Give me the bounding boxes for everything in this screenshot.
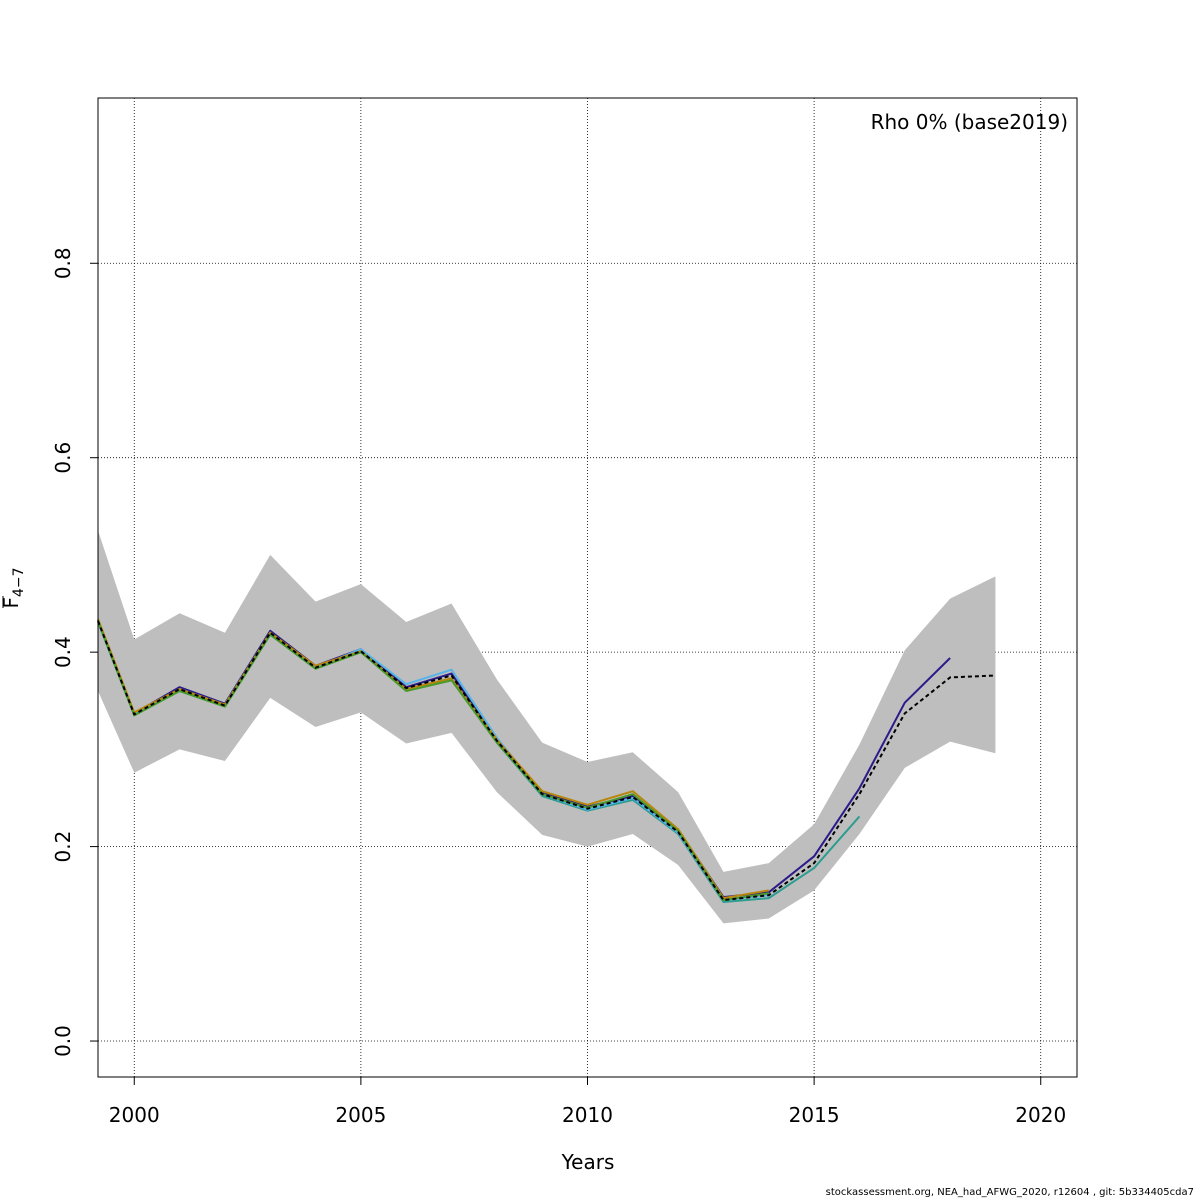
y-tick-label: 0.2 bbox=[51, 831, 75, 863]
x-tick-label: 2010 bbox=[562, 1103, 613, 1127]
y-axis-title-main: F bbox=[0, 597, 23, 609]
confidence-band-area bbox=[98, 530, 996, 924]
x-tick-label: 2000 bbox=[109, 1103, 160, 1127]
x-tick-label: 2005 bbox=[335, 1103, 386, 1127]
y-axis-title-sub: 4−7 bbox=[11, 567, 27, 597]
y-axis-title: F4−7 bbox=[0, 567, 27, 608]
y-tick-label: 0.0 bbox=[51, 1025, 75, 1057]
x-tick-label: 2020 bbox=[1015, 1103, 1066, 1127]
series-lines bbox=[97, 618, 996, 904]
footer-credit: stockassessment.org, NEA_had_AFWG_2020, … bbox=[825, 1187, 1194, 1198]
y-axis: 0.0 0.2 0.4 0.6 0.8 bbox=[51, 247, 98, 1057]
svg-text:F4−7: F4−7 bbox=[0, 567, 27, 608]
y-tick-label: 0.4 bbox=[51, 636, 75, 668]
grid-lines bbox=[98, 98, 1077, 1077]
series-line-6 bbox=[97, 620, 996, 902]
y-tick-label: 0.8 bbox=[51, 247, 75, 279]
series-line-5 bbox=[97, 620, 769, 902]
legend-label: Rho 0% (base2019) bbox=[871, 110, 1068, 134]
x-tick-label: 2015 bbox=[789, 1103, 840, 1127]
confidence-band bbox=[98, 530, 996, 924]
x-axis: 2000 2005 2010 2015 2020 bbox=[109, 1077, 1066, 1127]
x-axis-title: Years bbox=[561, 1150, 615, 1174]
y-tick-label: 0.6 bbox=[51, 442, 75, 474]
